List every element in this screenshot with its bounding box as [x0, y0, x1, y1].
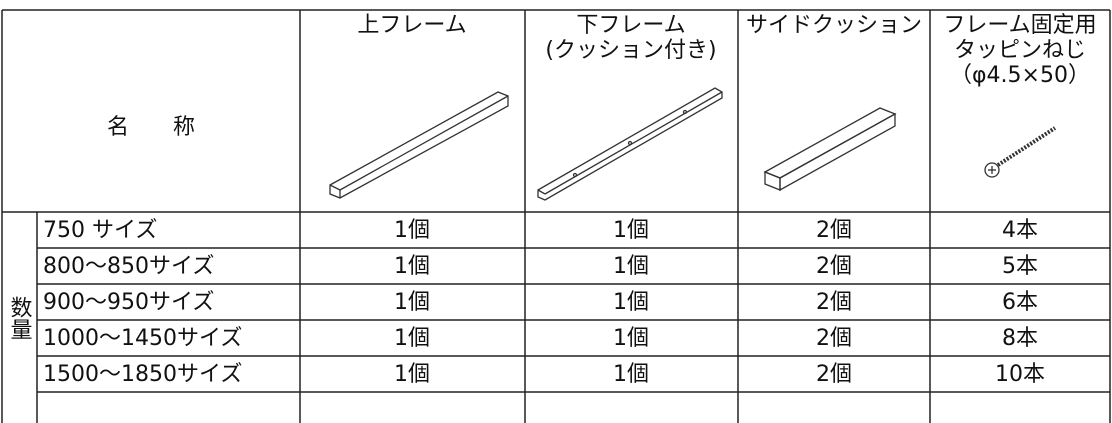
- quantity-label: 数量: [7, 296, 33, 340]
- cell-value: 8本: [1002, 326, 1038, 351]
- cell-value: 2個: [816, 326, 852, 351]
- column-header: フレーム固定用: [943, 13, 1096, 38]
- cell-value: 1個: [613, 362, 649, 387]
- cell-value: 1個: [613, 290, 649, 315]
- cell-value: 4本: [1002, 218, 1038, 243]
- cell-value: 1個: [394, 362, 430, 387]
- column-header: サイドクッション: [746, 13, 922, 38]
- cell-value: 1個: [394, 254, 430, 279]
- cell-value: 2個: [816, 290, 852, 315]
- column-header: 下フレーム: [576, 13, 685, 38]
- cell-value: 1個: [394, 290, 430, 315]
- cell-value: 2個: [816, 362, 852, 387]
- cell-value: 1個: [613, 218, 649, 243]
- cell-value: 1個: [394, 218, 430, 243]
- cell-value: 2個: [816, 254, 852, 279]
- cell-value: 10本: [995, 362, 1045, 387]
- illustration-screw: [984, 126, 1057, 178]
- column-header: (クッション付き): [545, 38, 716, 63]
- illustration-upper-frame: [329, 91, 509, 199]
- row-label: 800〜850サイズ: [43, 254, 214, 279]
- column-header: 上フレーム: [357, 13, 466, 38]
- illustration-lower-frame: [537, 87, 723, 201]
- column-header: タッピンねじ: [954, 38, 1086, 63]
- grid-lines: [1, 9, 1111, 423]
- row-label: 1000〜1450サイズ: [43, 326, 242, 351]
- row-label: 1500〜1850サイズ: [43, 362, 242, 387]
- row-label: 900〜950サイズ: [43, 290, 214, 315]
- cell-value: 1個: [394, 326, 430, 351]
- name-header: 名 称: [107, 115, 195, 140]
- cell-value: 5本: [1002, 254, 1038, 279]
- cell-value: 1個: [613, 326, 649, 351]
- cell-value: 1個: [613, 254, 649, 279]
- column-header: （φ4.5×50）: [950, 63, 1090, 88]
- illustration-side-cushion: [763, 107, 897, 192]
- row-label: 750 サイズ: [43, 218, 157, 243]
- cell-value: 2個: [816, 218, 852, 243]
- cell-value: 6本: [1002, 290, 1038, 315]
